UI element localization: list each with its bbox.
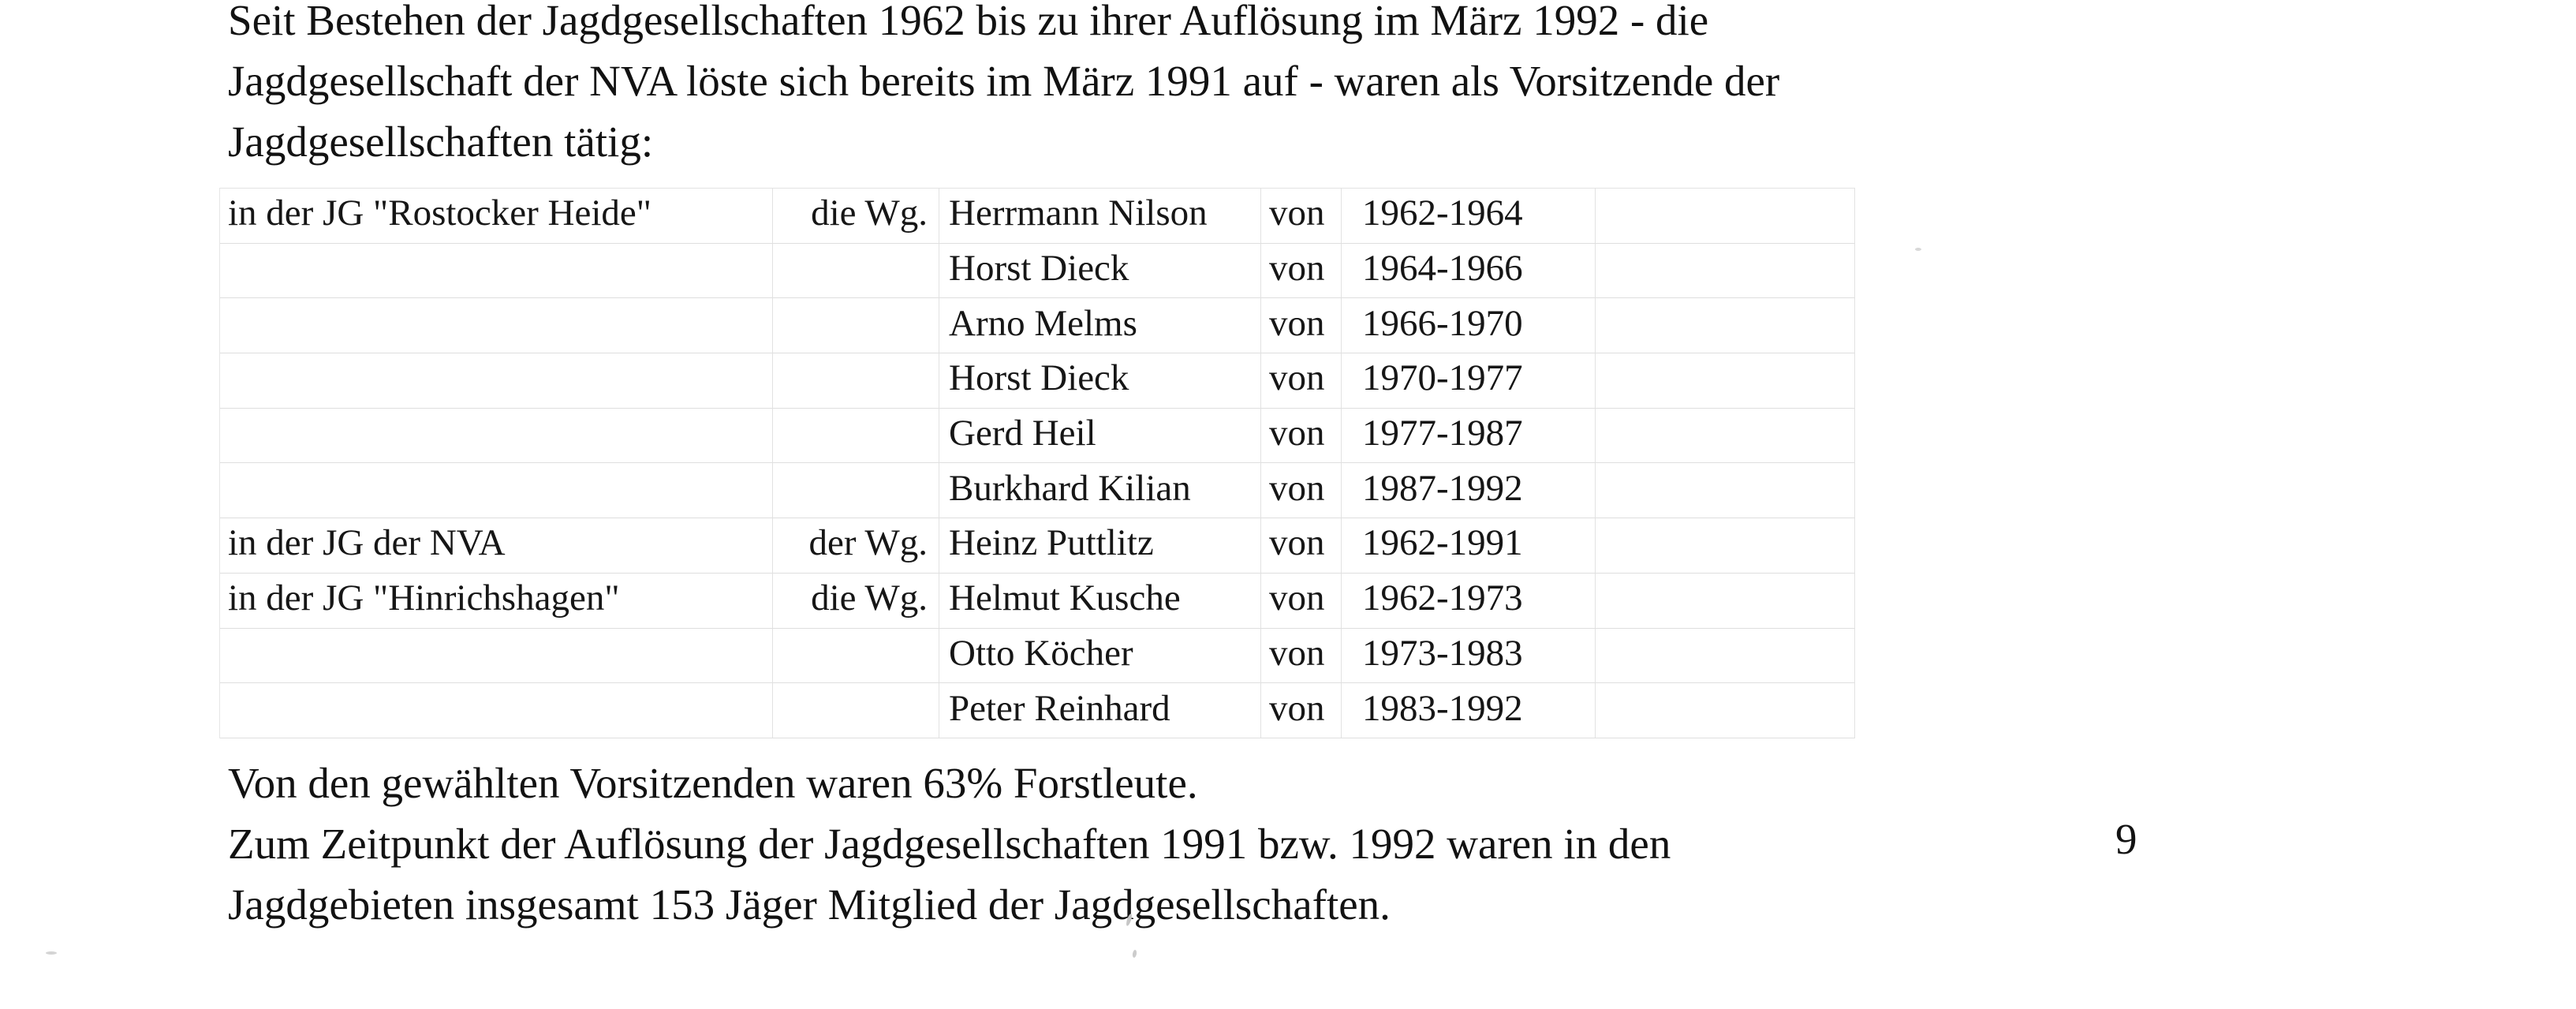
table-cell-empty <box>1596 628 1855 684</box>
table-cell-von: von <box>1261 353 1342 409</box>
table-cell-years: 1966-1970 <box>1342 298 1596 354</box>
table-cell-group <box>220 243 773 299</box>
scan-speck <box>1915 248 1921 251</box>
table-cell-group: in der JG der NVA <box>220 518 773 574</box>
table-cell-years: 1970-1977 <box>1342 353 1596 409</box>
table-cell-name: Herrmann Nilson <box>939 189 1261 244</box>
table-cell-name: Burkhard Kilian <box>939 463 1261 519</box>
table-cell-years: 1977-1987 <box>1342 408 1596 464</box>
table-cell-empty <box>1596 408 1855 464</box>
table-cell-years: 1962-1964 <box>1342 189 1596 244</box>
table-cell-empty <box>1596 573 1855 629</box>
table-cell-wg <box>773 298 939 354</box>
table-cell-empty <box>1596 189 1855 244</box>
table-cell-wg <box>773 628 939 684</box>
table-cell-years: 1962-1991 <box>1342 518 1596 574</box>
intro-line-3: Jagdgesellschaften tätig: <box>228 118 654 166</box>
intro-line-2: Jagdgesellschaft der NVA löste sich bere… <box>228 57 1780 105</box>
table-cell-group <box>220 683 773 738</box>
table-cell-group <box>220 628 773 684</box>
table-cell-von: von <box>1261 628 1342 684</box>
table-cell-wg <box>773 408 939 464</box>
chairmen-table: in der JG "Rostocker Heide" die Wg. Herr… <box>219 188 1855 738</box>
closing-line-3: Jagdgebieten insgesamt 153 Jäger Mitglie… <box>228 880 1391 929</box>
table-cell-von: von <box>1261 573 1342 629</box>
table-cell-wg <box>773 683 939 738</box>
table-cell-name: Heinz Puttlitz <box>939 518 1261 574</box>
table-cell-group <box>220 298 773 354</box>
table-cell-von: von <box>1261 408 1342 464</box>
table-cell-wg <box>773 243 939 299</box>
table-cell-von: von <box>1261 298 1342 354</box>
table-cell-group <box>220 353 773 409</box>
page-number: 9 <box>2115 815 2137 863</box>
table-cell-von: von <box>1261 189 1342 244</box>
intro-line-1: Seit Bestehen der Jagdgesellschaften 196… <box>228 0 1709 44</box>
closing-paragraph: Von den gewählten Vorsitzenden waren 63%… <box>228 753 1671 935</box>
table-cell-empty <box>1596 353 1855 409</box>
table-cell-wg: die Wg. <box>773 573 939 629</box>
table-cell-group <box>220 408 773 464</box>
table-cell-name: Horst Dieck <box>939 243 1261 299</box>
table-cell-von: von <box>1261 683 1342 738</box>
table-cell-name: Arno Melms <box>939 298 1261 354</box>
table-cell-empty <box>1596 463 1855 519</box>
table-cell-name: Peter Reinhard <box>939 683 1261 738</box>
table-cell-empty <box>1596 518 1855 574</box>
table-cell-group: in der JG "Hinrichshagen" <box>220 573 773 629</box>
table-cell-years: 1973-1983 <box>1342 628 1596 684</box>
scan-speck <box>46 951 57 955</box>
table-cell-name: Horst Dieck <box>939 353 1261 409</box>
table-cell-empty <box>1596 243 1855 299</box>
table-cell-von: von <box>1261 243 1342 299</box>
table-cell-years: 1964-1966 <box>1342 243 1596 299</box>
table-cell-years: 1983-1992 <box>1342 683 1596 738</box>
table-cell-name: Helmut Kusche <box>939 573 1261 629</box>
table-cell-name: Otto Köcher <box>939 628 1261 684</box>
table-cell-wg: die Wg. <box>773 189 939 244</box>
table-cell-wg <box>773 463 939 519</box>
table-cell-group: in der JG "Rostocker Heide" <box>220 189 773 244</box>
scan-speck <box>1132 949 1137 959</box>
table-cell-von: von <box>1261 463 1342 519</box>
table-cell-empty <box>1596 298 1855 354</box>
table-cell-years: 1987-1992 <box>1342 463 1596 519</box>
table-cell-von: von <box>1261 518 1342 574</box>
table-cell-wg: der Wg. <box>773 518 939 574</box>
table-cell-group <box>220 463 773 519</box>
table-cell-years: 1962-1973 <box>1342 573 1596 629</box>
table-cell-wg <box>773 353 939 409</box>
closing-line-1: Von den gewählten Vorsitzenden waren 63%… <box>228 759 1198 807</box>
closing-line-2: Zum Zeitpunkt der Auflösung der Jagdgese… <box>228 820 1671 868</box>
table-cell-name: Gerd Heil <box>939 408 1261 464</box>
table-cell-empty <box>1596 683 1855 738</box>
intro-paragraph: Seit Bestehen der Jagdgesellschaften 196… <box>228 0 1779 172</box>
